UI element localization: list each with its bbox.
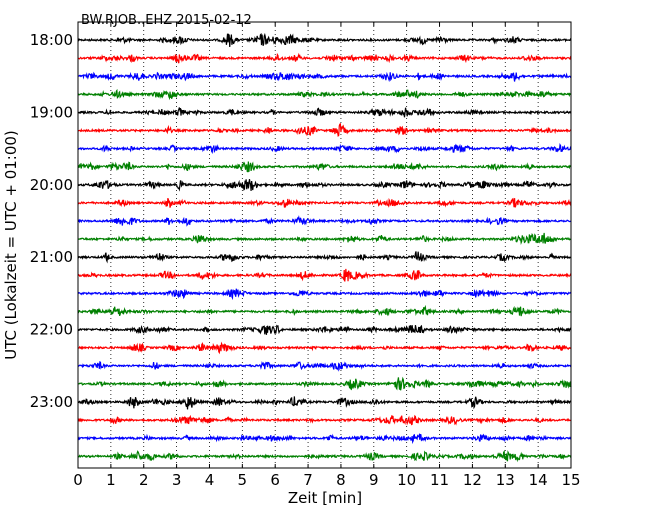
- trace-2230: [77, 361, 572, 372]
- x-tick-label: 7: [303, 471, 313, 489]
- y-axis-ticks: 18:00 19:00 20:00 21:00 22:00 23:00: [30, 31, 571, 411]
- grid-lines: [110, 22, 539, 468]
- trace-1800: [77, 32, 572, 48]
- y-tick-label: 21:00: [30, 248, 73, 266]
- x-tick-label: 9: [369, 471, 379, 489]
- trace-1815: [77, 52, 572, 64]
- x-tick-label: 0: [73, 471, 83, 489]
- trace-2100: [77, 251, 572, 264]
- x-tick-label: 1: [106, 471, 116, 489]
- trace-1845: [77, 88, 572, 101]
- x-tick-label: 4: [205, 471, 215, 489]
- trace-2145: [77, 304, 572, 317]
- trace-2030: [77, 215, 572, 227]
- trace-2215: [77, 341, 572, 355]
- trace-2130: [77, 288, 572, 301]
- trace-1945: [77, 161, 572, 173]
- trace-2000: [77, 179, 572, 192]
- x-tick-label: 10: [397, 471, 416, 489]
- x-axis-label: Zeit [min]: [288, 489, 362, 507]
- x-tick-label: 8: [336, 471, 346, 489]
- trace-2200: [77, 324, 572, 335]
- seismic-traces: [77, 32, 572, 463]
- trace-1900: [77, 107, 572, 118]
- plot-frame: [77, 21, 572, 469]
- trace-2245: [77, 376, 572, 391]
- x-tick-label: 15: [561, 471, 580, 489]
- x-tick-label: 11: [430, 471, 449, 489]
- y-tick-label: 20:00: [30, 176, 73, 194]
- x-tick-label: 14: [529, 471, 548, 489]
- trace-2045: [77, 232, 572, 246]
- x-tick-label: 6: [270, 471, 280, 489]
- y-tick-label: 23:00: [30, 393, 73, 411]
- trace-2345: [77, 449, 572, 463]
- y-tick-label: 19:00: [30, 103, 73, 121]
- y-tick-label: 18:00: [30, 31, 73, 49]
- x-axis-ticks: 0 1 2 3 4 5 6 7 8 9 10 11 12 13 14 15: [73, 22, 581, 489]
- y-tick-label: 22:00: [30, 321, 73, 339]
- trace-2015: [77, 197, 572, 209]
- x-tick-label: 12: [463, 471, 482, 489]
- trace-2300: [77, 396, 572, 410]
- trace-2315: [77, 414, 572, 426]
- trace-2115: [77, 268, 572, 282]
- x-tick-label: 5: [238, 471, 248, 489]
- x-tick-label: 3: [172, 471, 182, 489]
- y-axis-label: UTC (Lokalzeit = UTC + 01:00): [2, 130, 20, 360]
- x-tick-label: 2: [139, 471, 149, 489]
- trace-1930: [77, 142, 572, 155]
- trace-1830: [77, 71, 572, 83]
- trace-2330: [77, 432, 572, 445]
- trace-1915: [77, 122, 572, 137]
- chart-title: BW.RJOB..EHZ 2015-02-12: [81, 13, 252, 28]
- x-tick-label: 13: [496, 471, 515, 489]
